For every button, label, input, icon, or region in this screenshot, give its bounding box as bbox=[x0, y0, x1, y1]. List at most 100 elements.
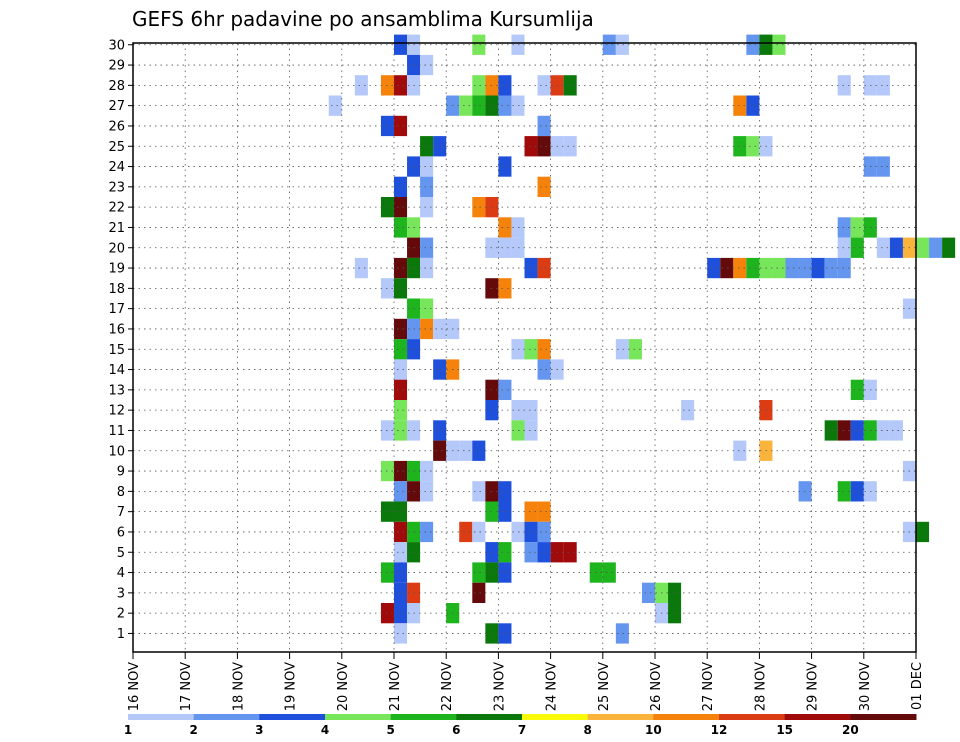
heatmap-cell bbox=[354, 257, 368, 279]
heatmap-cell bbox=[668, 603, 682, 624]
heatmap-cell bbox=[472, 562, 486, 583]
heatmap-cell bbox=[459, 440, 473, 461]
heatmap-cell bbox=[420, 136, 434, 157]
y-tick-label: 5 bbox=[117, 546, 125, 561]
heatmap-cell bbox=[850, 481, 864, 502]
heatmap-cell bbox=[837, 237, 851, 258]
x-tick-label: 23 NOV bbox=[492, 662, 507, 711]
colorbar-label: 8 bbox=[583, 723, 591, 737]
heatmap-cell bbox=[628, 339, 642, 360]
heatmap-cell bbox=[707, 257, 721, 279]
heatmap-cell bbox=[733, 136, 747, 157]
colorbar: 1 2 3 4 5 6 7 8 10 12 15 20 bbox=[124, 714, 917, 737]
heatmap-cell bbox=[668, 582, 682, 603]
heatmap-cell bbox=[459, 521, 473, 543]
x-tick-label: 22 NOV bbox=[440, 662, 455, 711]
x-tick-label: 25 NOV bbox=[597, 662, 612, 711]
heatmap-cell bbox=[929, 237, 943, 258]
heatmap-cell bbox=[498, 542, 512, 563]
x-tick-label: 27 NOV bbox=[701, 662, 716, 711]
heatmap-cell bbox=[837, 217, 851, 238]
y-tick-label: 27 bbox=[108, 99, 125, 114]
colorbar-segment bbox=[128, 714, 195, 720]
colorbar-segment bbox=[325, 714, 392, 720]
y-tick-label: 7 bbox=[117, 505, 125, 520]
heatmap-cell bbox=[889, 237, 903, 258]
y-tick-label: 11 bbox=[108, 424, 125, 439]
heatmap-cell bbox=[498, 237, 512, 258]
y-tick-label: 8 bbox=[117, 485, 125, 500]
heatmap-cell bbox=[524, 542, 538, 563]
heatmap-cell bbox=[746, 95, 760, 116]
heatmap-cell bbox=[394, 481, 408, 502]
heatmap-cell bbox=[394, 339, 408, 360]
heatmap-cell bbox=[394, 197, 408, 218]
y-tick-label: 2 bbox=[117, 607, 125, 622]
y-tick-label: 3 bbox=[117, 586, 125, 601]
heatmap-cell bbox=[537, 176, 551, 197]
heatmap-cell bbox=[615, 339, 629, 360]
heatmap-cell bbox=[354, 75, 368, 96]
y-tick-label: 23 bbox=[108, 180, 125, 195]
colorbar-label: 2 bbox=[189, 723, 197, 737]
heatmap-cell bbox=[498, 156, 512, 177]
heatmap-cell bbox=[472, 197, 486, 218]
heatmap-cell bbox=[563, 542, 577, 563]
y-tick-label: 20 bbox=[108, 241, 125, 256]
heatmap-cell bbox=[537, 136, 551, 157]
heatmap-cell bbox=[498, 623, 512, 644]
heatmap-cell bbox=[433, 420, 447, 441]
heatmap-cell bbox=[876, 237, 890, 258]
x-tick-label: 17 NOV bbox=[179, 662, 194, 711]
x-tick-label: 29 NOV bbox=[806, 662, 821, 711]
y-tick-label: 12 bbox=[108, 404, 125, 419]
heatmap-cell bbox=[394, 542, 408, 563]
heatmap-cell bbox=[537, 542, 551, 563]
heatmap-cell bbox=[420, 481, 434, 502]
heatmap-cell bbox=[537, 359, 551, 380]
colorbar-label: 3 bbox=[255, 723, 263, 737]
heatmap-cell bbox=[824, 420, 838, 441]
heatmap-cells bbox=[328, 34, 956, 644]
heatmap-cell bbox=[433, 136, 447, 157]
heatmap-cell bbox=[394, 623, 408, 644]
heatmap-cell bbox=[498, 95, 512, 116]
heatmap-cell bbox=[498, 562, 512, 583]
x-tick-label: 30 NOV bbox=[858, 662, 873, 711]
y-tick-label: 9 bbox=[117, 465, 125, 480]
heatmap-cell bbox=[850, 420, 864, 441]
heatmap-cell bbox=[394, 501, 408, 522]
heatmap-cell bbox=[850, 379, 864, 400]
heatmap-cell bbox=[563, 75, 577, 96]
y-tick-label: 6 bbox=[117, 525, 125, 540]
heatmap-cell bbox=[850, 237, 864, 258]
heatmap-cell bbox=[511, 400, 525, 421]
y-tick-label: 14 bbox=[108, 363, 125, 378]
heatmap-cell bbox=[394, 379, 408, 400]
heatmap-cell bbox=[420, 460, 434, 482]
heatmap-cell bbox=[420, 318, 434, 340]
colorbar-label: 15 bbox=[776, 723, 793, 737]
colorbar-label: 5 bbox=[386, 723, 394, 737]
x-tick-label: 18 NOV bbox=[231, 662, 246, 711]
heatmap-cell bbox=[420, 298, 434, 319]
heatmap-cell bbox=[472, 582, 486, 603]
y-tick-label: 1 bbox=[117, 627, 125, 642]
colorbar-label: 1 bbox=[124, 723, 132, 737]
y-tick-label: 30 bbox=[108, 38, 125, 53]
heatmap-cell bbox=[837, 481, 851, 502]
heatmap-cell bbox=[472, 440, 486, 461]
heatmap-cell bbox=[433, 318, 447, 340]
heatmap-cell bbox=[615, 34, 629, 55]
chart-title: GEFS 6hr padavine po ansamblima Kursumli… bbox=[132, 7, 594, 31]
y-tick-label: 4 bbox=[117, 566, 125, 581]
heatmap-cell bbox=[472, 75, 486, 96]
heatmap-cell bbox=[498, 278, 512, 299]
heatmap-cell bbox=[837, 420, 851, 441]
heatmap-cell bbox=[876, 156, 890, 177]
heatmap-cell bbox=[615, 623, 629, 644]
heatmap-cell bbox=[524, 400, 538, 421]
heatmap-cell bbox=[420, 521, 434, 543]
heatmap-cell bbox=[641, 582, 655, 603]
